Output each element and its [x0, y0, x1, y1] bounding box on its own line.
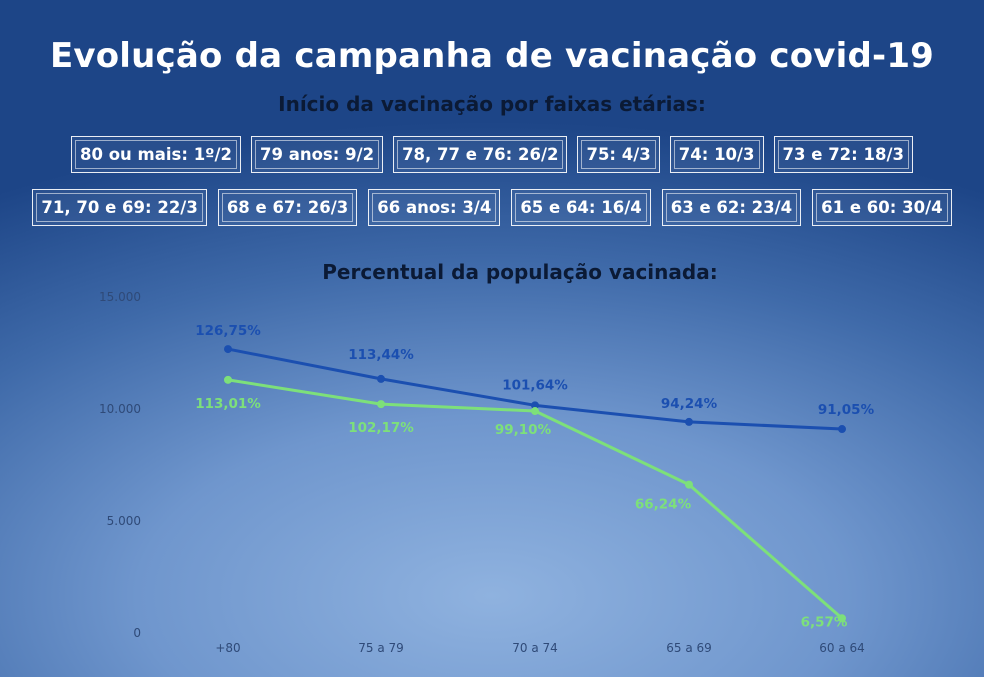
series-1-point: [377, 374, 385, 383]
age-badge: 66 anos: 3/4: [368, 189, 501, 226]
series-1-data-label: 91,05%: [818, 402, 875, 418]
y-tick-label: 5.000: [107, 514, 141, 528]
series-1-data-label: 113,44%: [348, 347, 414, 363]
series-1-point: [838, 425, 846, 434]
series-2-point: [224, 375, 232, 384]
x-tick-label: +80: [215, 641, 240, 655]
series-2-data-label: 113,01%: [195, 396, 261, 412]
age-badge: 68 e 67: 26/3: [217, 189, 358, 226]
age-group-badges-row-1: 80 ou mais: 1º/2 79 anos: 9/2 78, 77 e 7…: [0, 136, 984, 173]
y-tick-label: 0: [133, 626, 141, 640]
page-subtitle: Início da vacinação por faixas etárias:: [278, 92, 706, 116]
series-1-point: [531, 401, 539, 410]
series-2-line: [226, 378, 844, 620]
series-2-data-label: 6,57%: [801, 614, 848, 630]
series-1-point: [224, 345, 232, 354]
y-tick-label: 15.000: [99, 290, 141, 304]
series-1-point: [685, 417, 693, 426]
y-tick-label: 10.000: [99, 402, 141, 416]
series-2-point: [685, 480, 693, 489]
age-badge: 75: 4/3: [577, 136, 660, 173]
age-badge: 63 e 62: 23/4: [661, 189, 802, 226]
x-tick-label: 70 a 74: [512, 641, 558, 655]
age-badge: 78, 77 e 76: 26/2: [393, 136, 568, 173]
series-2-data-label: 102,17%: [348, 420, 414, 436]
age-badge: 65 e 64: 16/4: [511, 189, 651, 226]
age-badge: 79 anos: 9/2: [251, 136, 384, 173]
x-tick-label: 75 a 79: [358, 641, 404, 655]
age-badge: 73 e 72: 18/3: [773, 136, 913, 173]
series-1-data-label: 94,24%: [661, 396, 718, 412]
age-badge: 80 ou mais: 1º/2: [71, 136, 241, 173]
series-2-point: [531, 407, 539, 416]
chart-title: Percentual da população vacinada:: [322, 260, 718, 284]
series-2-data-label: 66,24%: [635, 497, 692, 513]
age-badge: 74: 10/3: [669, 136, 764, 173]
series-2-point: [838, 614, 846, 623]
age-badge: 71, 70 e 69: 22/3: [32, 189, 207, 226]
series-2-data-label: 99,10%: [495, 422, 552, 438]
page-title: Evolução da campanha de vacinação covid-…: [49, 36, 935, 76]
x-tick-label: 65 a 69: [666, 641, 712, 655]
series-1-data-label: 101,64%: [502, 377, 568, 393]
age-badge: 61 e 60: 30/4: [812, 189, 952, 226]
series-1-data-label: 126,75%: [195, 323, 261, 339]
age-group-badges-row-2: 71, 70 e 69: 22/3 68 e 67: 26/3 66 anos:…: [0, 189, 984, 226]
series-2-point: [377, 400, 385, 409]
x-tick-label: 60 a 64: [819, 641, 865, 655]
